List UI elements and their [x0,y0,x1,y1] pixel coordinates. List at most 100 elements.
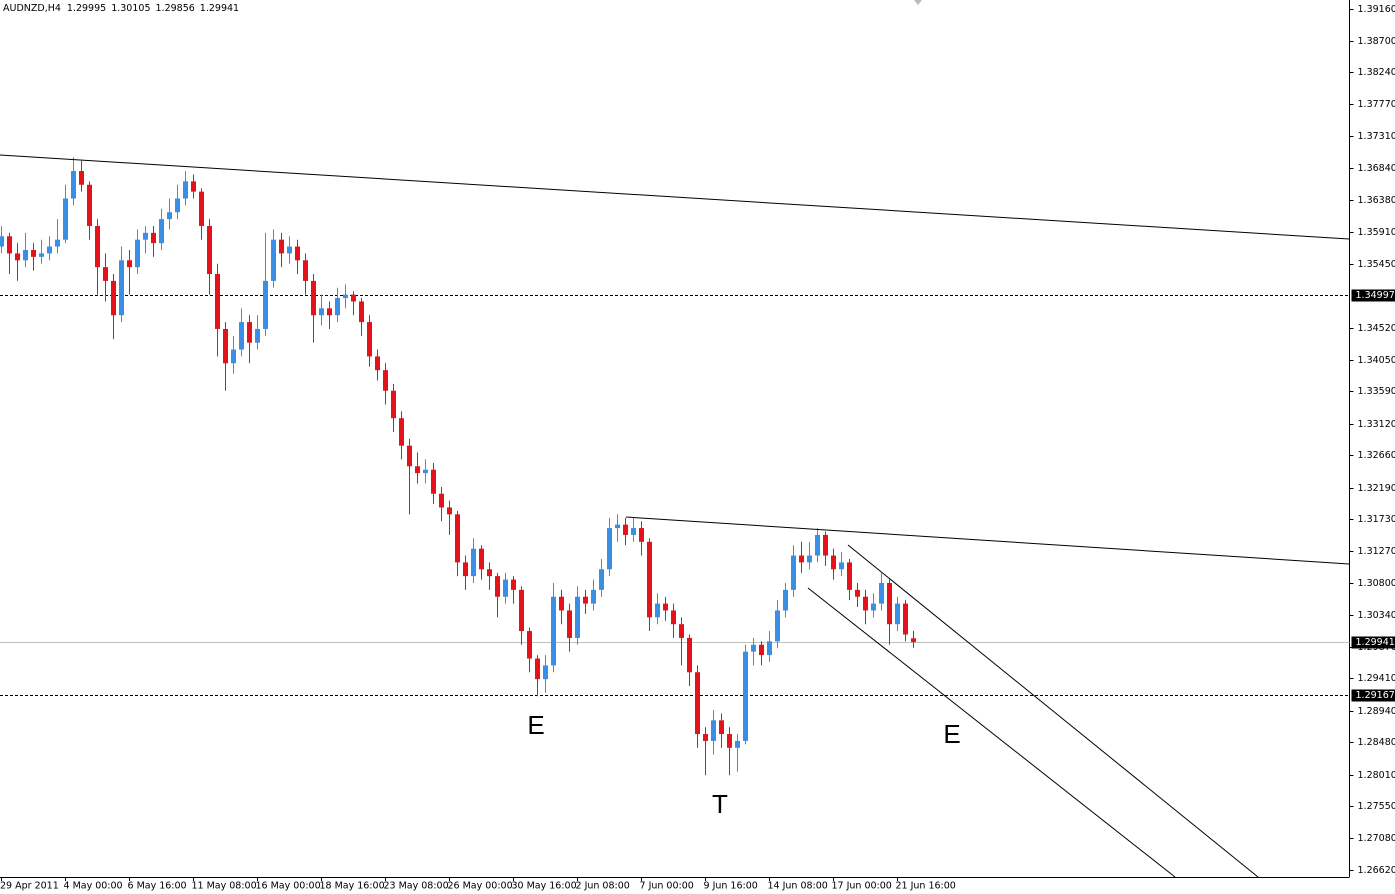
candle-body [663,603,668,611]
candle-body [343,294,348,299]
candle-body [679,624,684,638]
candle-body [351,294,356,302]
candle-body [647,541,652,618]
symbol: AUDNZD,H4 [3,3,61,14]
candle-body [751,644,756,652]
candle-body [575,596,580,638]
candle-body [479,548,484,570]
candle-body [487,569,492,577]
level-label: 1.29167 [1356,690,1395,701]
candle-body [167,212,172,220]
candle-body [303,260,308,281]
candle-body [191,181,196,192]
candle-body [727,734,732,748]
y-tick-label: 1.33590 [1358,386,1395,397]
y-tick-label: 1.37770 [1358,99,1395,110]
candle-body [279,239,284,254]
candle-body [31,249,36,257]
candle-body [799,555,804,563]
candles [0,157,916,776]
candle-body [847,562,852,590]
candle-body [583,596,588,604]
candle-body [687,637,692,673]
candle-body [439,493,444,508]
candle-body [95,225,100,268]
candle-body [39,253,44,257]
candle-body [383,370,388,391]
candle-body [231,349,236,364]
y-tick-label: 1.35450 [1358,259,1395,270]
y-tick-label: 1.27080 [1358,833,1395,844]
candle-body [263,280,268,329]
y-tick-label: 1.28480 [1358,737,1395,748]
candle-body [543,665,548,680]
y-tick-label: 1.37310 [1358,131,1395,142]
candle-body [631,528,636,535]
candle-body [23,249,28,261]
candle-body [615,524,620,529]
x-tick-label: 6 May 16:00 [128,881,187,892]
y-tick-label: 1.34520 [1358,323,1395,334]
candle-body [55,239,60,247]
y-tick-label: 1.33120 [1358,419,1395,430]
candle-body [295,246,300,261]
candle-body [887,582,892,625]
candle-body [119,260,124,316]
y-tick-label: 1.28940 [1358,706,1395,717]
y-tick-label: 1.36840 [1358,163,1395,174]
candle-body [183,181,188,199]
candle-body [511,579,516,590]
candle-body [767,641,772,656]
candle-body [623,524,628,535]
candle-body [431,469,436,494]
channel-line [807,587,1176,878]
candle-body [447,507,452,515]
candle-body [783,589,788,611]
candle-body [695,672,700,735]
candle-body [863,596,868,611]
x-tick-label: 17 Jun 00:00 [832,881,892,892]
candle-body [135,239,140,268]
y-tick-label: 1.27550 [1358,801,1395,812]
header-open: 1.29995 [67,3,106,14]
x-tick-label: 11 May 08:00 [192,881,257,892]
x-tick-label: 18 May 16:00 [320,881,385,892]
candle-body [495,576,500,597]
x-tick-label: 4 May 00:00 [64,881,123,892]
candle-body [599,569,604,590]
candle-body [671,610,676,625]
candle-body [335,298,340,316]
candle-body [855,589,860,597]
y-tick-label: 1.28010 [1358,770,1395,781]
candle-body [815,534,820,556]
candle-body [567,610,572,638]
candle-body [551,596,556,666]
y-tick-label: 1.30340 [1358,610,1395,621]
bid-label: 1.29941 [1356,637,1395,648]
candle-body [111,280,116,316]
y-tick-label: 1.39160 [1358,4,1395,15]
annotation: E [527,710,544,740]
x-tick-label: 23 May 08:00 [384,881,449,892]
annotation: T [712,789,728,819]
candle-body [535,658,540,680]
trend-lines [0,154,1350,878]
y-tick-label: 1.29410 [1358,673,1395,684]
candle-body [655,603,660,618]
candle-body [391,390,396,419]
candle-body [775,610,780,642]
candle-body [399,418,404,446]
candle-body [79,171,84,185]
candle-body [911,638,916,642]
candle-body [735,740,740,748]
candle-body [839,562,844,570]
candle-body [223,328,228,364]
candle-body [711,720,716,741]
candle-body [215,274,220,329]
y-tick-label: 1.38700 [1358,36,1395,47]
candle-body [823,534,828,556]
y-tick-label: 1.32190 [1358,483,1395,494]
